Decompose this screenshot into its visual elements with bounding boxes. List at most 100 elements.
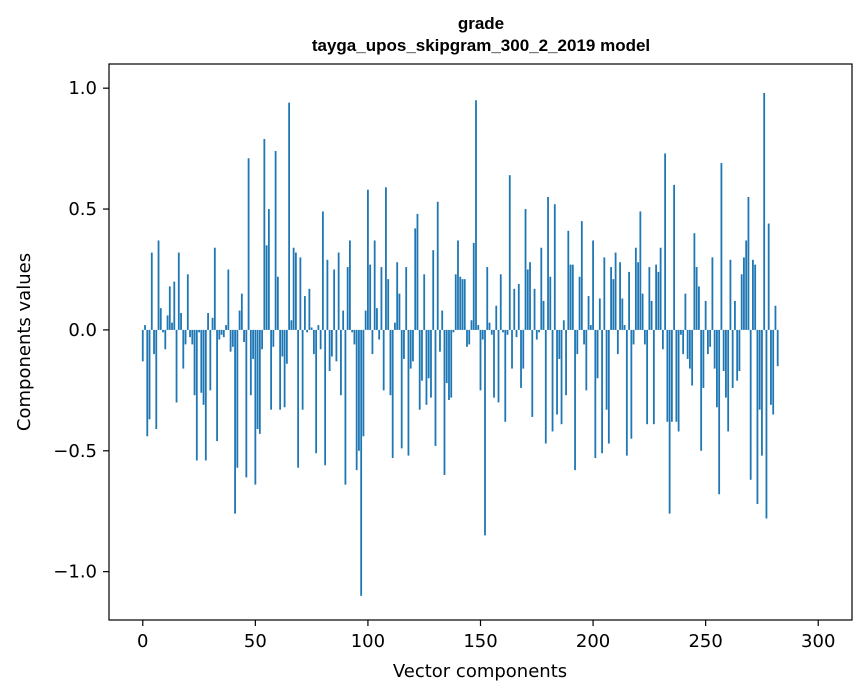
bar: [308, 288, 311, 330]
y-tick-label: −1.0: [53, 562, 97, 583]
bar: [166, 315, 169, 330]
x-tick-label: 300: [801, 631, 835, 652]
bar: [502, 329, 504, 333]
bar: [720, 163, 723, 330]
bar: [171, 322, 173, 330]
bar: [774, 305, 777, 330]
bar: [198, 329, 200, 333]
bar: [616, 329, 619, 355]
x-axis-label: Vector components: [393, 661, 567, 682]
bar: [529, 262, 531, 330]
bar: [389, 329, 392, 396]
bar: [340, 329, 342, 396]
bar: [227, 269, 230, 330]
bar: [657, 271, 660, 330]
bar: [661, 329, 664, 350]
bar: [434, 329, 437, 446]
bar: [349, 240, 351, 330]
bar: [229, 329, 232, 352]
bar: [421, 329, 423, 381]
bar: [772, 329, 775, 415]
bar: [303, 296, 306, 330]
bar: [189, 329, 191, 338]
bar: [576, 329, 579, 355]
bar: [484, 329, 486, 536]
bar: [499, 274, 502, 330]
bar: [504, 329, 507, 422]
bar: [380, 267, 383, 330]
bar: [761, 329, 763, 456]
bar: [360, 329, 363, 596]
bar: [371, 329, 374, 355]
bar: [670, 329, 673, 422]
bar: [159, 308, 162, 330]
bar: [709, 329, 712, 347]
bar: [459, 276, 462, 330]
bar: [585, 329, 588, 391]
bar: [173, 281, 176, 330]
bar: [488, 322, 491, 330]
bar: [475, 100, 477, 330]
bar: [369, 264, 372, 330]
bar: [225, 325, 227, 330]
bar: [533, 288, 536, 330]
bar: [722, 329, 725, 372]
bar: [592, 240, 594, 330]
bar: [763, 93, 766, 330]
bar: [610, 267, 612, 330]
bar: [565, 329, 567, 396]
bar: [265, 245, 268, 330]
bar: [432, 250, 435, 330]
bar: [513, 288, 516, 330]
bar: [698, 286, 700, 330]
bar: [364, 310, 367, 330]
bar: [569, 264, 572, 330]
bar: [407, 329, 410, 456]
bar: [193, 329, 196, 396]
bar: [567, 230, 570, 330]
bar: [522, 329, 525, 369]
bar: [385, 187, 387, 330]
bar: [346, 267, 349, 330]
bar: [477, 325, 480, 330]
bar: [256, 329, 259, 430]
bar: [646, 329, 649, 425]
bar: [195, 329, 198, 461]
bar: [337, 252, 340, 330]
bar: [321, 211, 324, 330]
bar: [612, 279, 615, 330]
bar: [749, 329, 752, 480]
bar: [718, 329, 721, 495]
bar: [450, 329, 453, 398]
bar: [344, 329, 347, 485]
bar: [319, 329, 322, 350]
bar: [150, 252, 153, 330]
bar: [445, 329, 448, 384]
bar: [729, 259, 732, 330]
bar: [211, 317, 214, 330]
bar: [182, 329, 185, 369]
bar: [443, 329, 446, 475]
bar: [461, 279, 464, 330]
bar: [574, 329, 576, 471]
bar: [549, 276, 552, 330]
bar: [598, 298, 601, 330]
bar: [240, 293, 243, 330]
bar: [637, 262, 640, 330]
bar: [144, 325, 146, 330]
bar: [373, 240, 376, 330]
bar: [702, 329, 705, 388]
bar: [209, 329, 212, 391]
x-tick-label: 50: [244, 631, 267, 652]
bar: [765, 329, 768, 519]
bar: [745, 240, 748, 330]
bar: [470, 320, 473, 330]
bar: [403, 329, 405, 359]
x-tick-label: 100: [351, 631, 385, 652]
bar: [630, 329, 633, 439]
bar: [553, 204, 556, 330]
bar: [571, 264, 574, 330]
bar: [639, 211, 642, 330]
bar: [331, 329, 333, 357]
bar: [306, 329, 309, 333]
